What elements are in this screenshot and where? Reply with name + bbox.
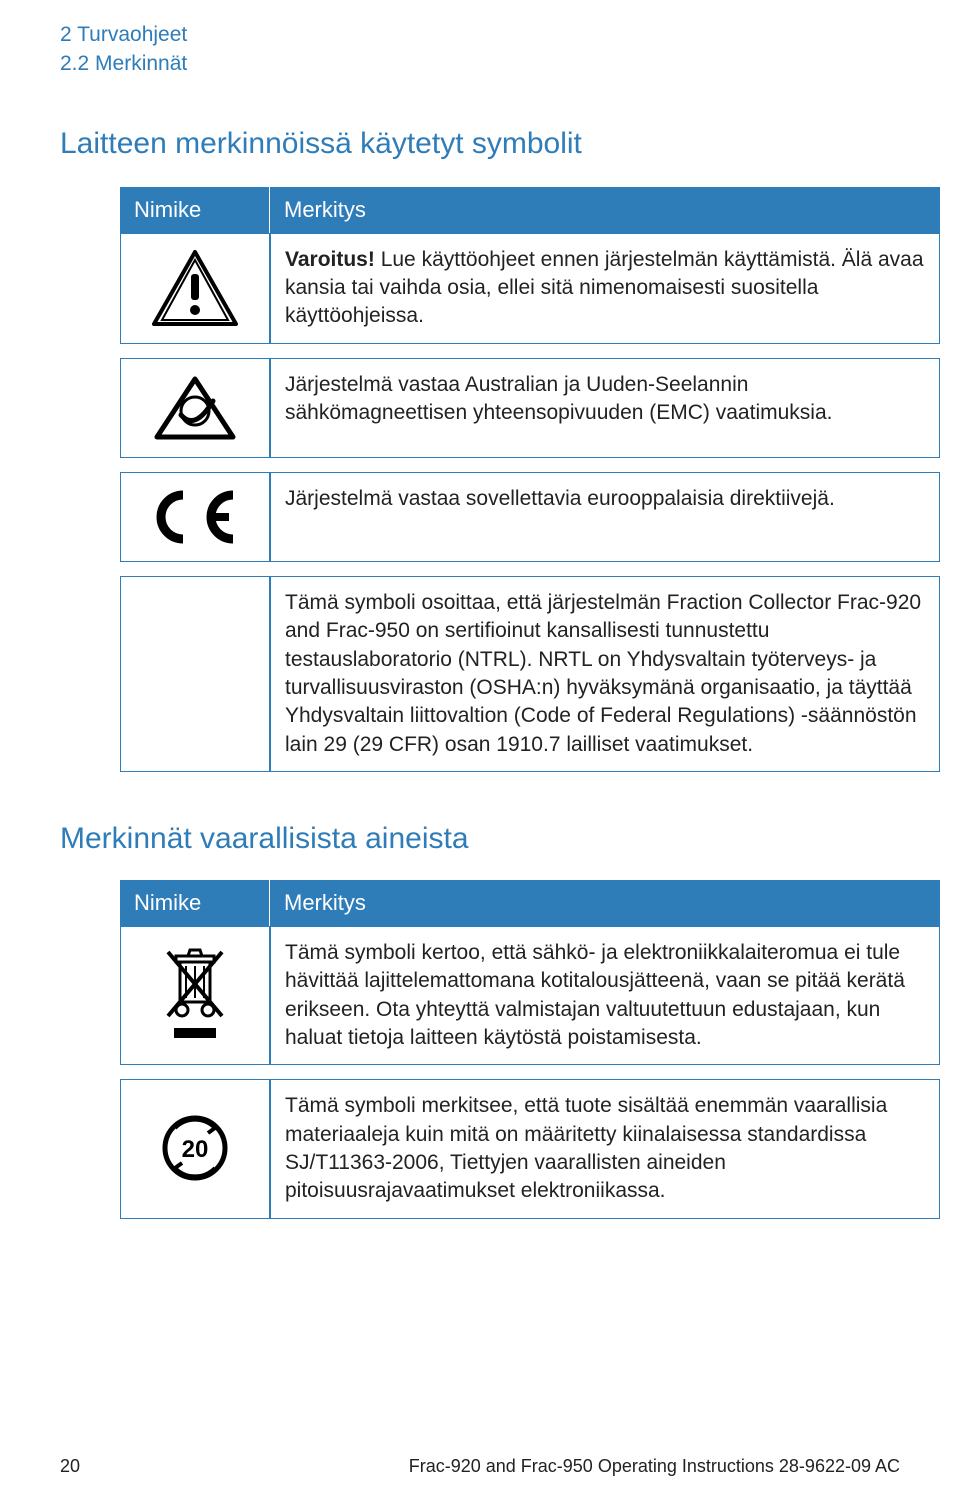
ce-desc: Järjestelmä vastaa sovellettavia euroopp… [270, 472, 940, 562]
ce-icon [120, 472, 270, 562]
table-row: Järjestelmä vastaa Australian ja Uuden-S… [120, 358, 940, 458]
warning-desc: Varoitus! Lue käyttöohjeet ennen järjest… [270, 233, 940, 344]
rcm-icon [120, 358, 270, 458]
table-header-nimike: Nimike [120, 187, 270, 233]
page-number: 20 [60, 1456, 80, 1477]
table-header-merkitys: Merkitys [270, 187, 940, 233]
table-row: Tämä symboli osoittaa, että järjestelmän… [120, 576, 940, 772]
warning-bold: Varoitus! [285, 248, 375, 271]
breadcrumb-l2: 2.2 Merkinnät [60, 49, 900, 78]
nrtl-desc: Tämä symboli osoittaa, että järjestelmän… [270, 576, 940, 772]
section-title-symbols: Laitteen merkinnöissä käytetyt symbolit [60, 124, 900, 163]
table-row: Järjestelmä vastaa sovellettavia euroopp… [120, 472, 940, 562]
china-rohs-desc: Tämä symboli merkitsee, että tuote sisäl… [270, 1079, 940, 1218]
table-row: Varoitus! Lue käyttöohjeet ennen järjest… [120, 233, 940, 344]
table-row: Tämä symboli kertoo, että sähkö- ja elek… [120, 926, 940, 1065]
warning-icon [120, 233, 270, 344]
nrtl-icon [120, 576, 270, 772]
page-footer: 20 Frac-920 and Frac-950 Operating Instr… [60, 1456, 900, 1477]
section-title-hazmat: Merkinnät vaarallisista aineista [60, 822, 900, 856]
symbols-table: Nimike Merkitys Varoitus! Lue käyttöohje… [120, 187, 940, 772]
weee-desc: Tämä symboli kertoo, että sähkö- ja elek… [270, 926, 940, 1065]
table-header-nimike: Nimike [120, 880, 270, 926]
table-header-merkitys: Merkitys [270, 880, 940, 926]
hazmat-table: Nimike Merkitys Tämä symboli kertoo, ett… [120, 880, 940, 1219]
doc-ref: Frac-920 and Frac-950 Operating Instruct… [409, 1456, 900, 1477]
china-rohs-icon: 20 [120, 1079, 270, 1218]
warning-text: Lue käyttöohjeet ennen järjestelmän käyt… [285, 248, 924, 328]
rcm-desc: Järjestelmä vastaa Australian ja Uuden-S… [270, 358, 940, 458]
table-row: 20 Tämä symboli merkitsee, että tuote si… [120, 1079, 940, 1218]
svg-text:20: 20 [181, 1136, 208, 1163]
weee-icon [120, 926, 270, 1065]
breadcrumb: 2 Turvaohjeet 2.2 Merkinnät [60, 20, 900, 79]
breadcrumb-l1: 2 Turvaohjeet [60, 20, 900, 49]
